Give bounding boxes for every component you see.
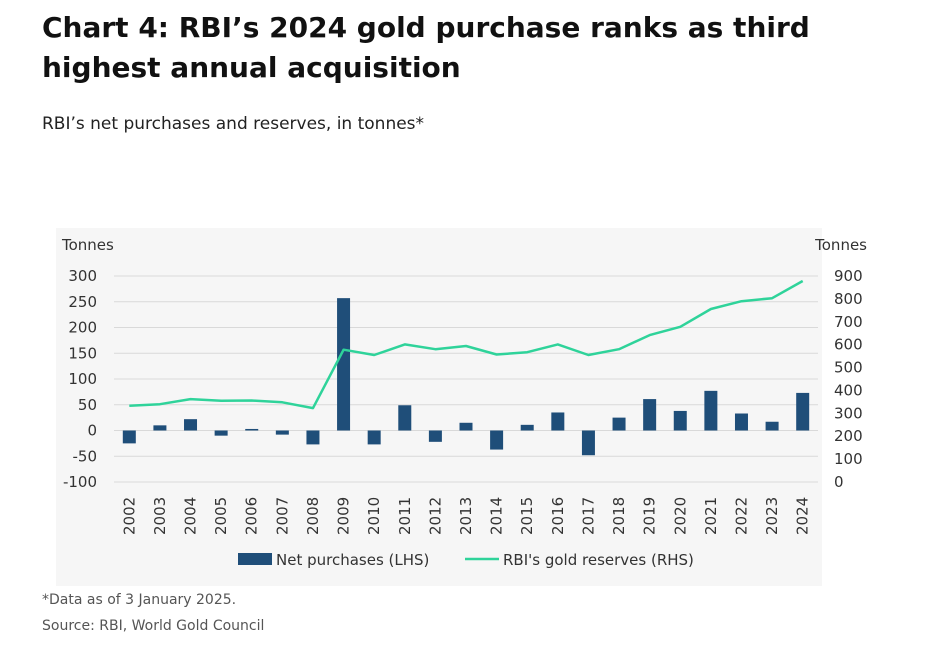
x-tick-label: 2018 <box>610 497 628 535</box>
bar-2004 <box>184 419 198 431</box>
source-note: Source: RBI, World Gold Council <box>42 618 265 634</box>
x-tick-label: 2021 <box>702 497 720 535</box>
bar-2009 <box>337 298 351 431</box>
bar-2010 <box>367 430 381 445</box>
reserves-line <box>129 279 804 410</box>
y-left-tick-label: 0 <box>87 422 97 440</box>
bar-2021 <box>704 390 718 431</box>
y-right-tick-label: 900 <box>834 267 863 285</box>
y-left-tick-label: 150 <box>68 344 97 362</box>
x-tick-label: 2011 <box>396 497 414 535</box>
bar-2006 <box>245 428 259 431</box>
bar-2024 <box>796 392 810 431</box>
bar-2003 <box>153 425 167 431</box>
y-left-tick-label: 200 <box>68 319 97 337</box>
bar-2002 <box>122 430 136 444</box>
y-left-tick-label: 50 <box>78 396 97 414</box>
y-right-tick-label: 800 <box>834 290 863 308</box>
y-left-tick-label: -50 <box>73 447 98 465</box>
legend-bar-swatch <box>238 553 272 565</box>
x-tick-label: 2013 <box>457 497 475 535</box>
bar-2023 <box>765 421 779 431</box>
y-right-tick-label: 200 <box>834 427 863 445</box>
x-tick-label: 2017 <box>579 497 597 535</box>
y-right-tick-label: 500 <box>834 359 863 377</box>
x-tick-label: 2003 <box>151 497 169 535</box>
bar-2011 <box>398 405 412 431</box>
legend-line-label: RBI's gold reserves (RHS) <box>503 551 694 569</box>
y-right-tick-label: 300 <box>834 404 863 422</box>
bar-2020 <box>673 410 687 431</box>
chart-panel <box>56 228 822 586</box>
chart-title: Chart 4: RBI’s 2024 gold purchase ranks … <box>42 11 810 84</box>
x-tick-label: 2007 <box>273 497 291 535</box>
combo-chart: Tonnes Tonnes 300250200150100500-50-100 … <box>61 236 867 569</box>
bar-2016 <box>551 412 565 431</box>
x-tick-label: 2005 <box>212 497 230 535</box>
x-tick-label: 2009 <box>335 497 353 535</box>
x-tick-label: 2022 <box>732 497 750 535</box>
bar-2005 <box>214 430 228 436</box>
x-tick-label: 2020 <box>671 497 689 535</box>
y-left-tick-label: 300 <box>68 267 97 285</box>
x-tick-label: 2002 <box>120 497 138 535</box>
x-tick-label: 2006 <box>243 497 261 535</box>
x-tick-label: 2008 <box>304 497 322 535</box>
y-axis-left-label: Tonnes <box>61 236 114 254</box>
y-right-tick-label: 0 <box>834 473 844 491</box>
y-right-tick-label: 100 <box>834 450 863 468</box>
x-tick-label: 2010 <box>365 497 383 535</box>
bar-2015 <box>520 424 534 431</box>
y-axis-right-label: Tonnes <box>814 236 867 254</box>
y-axis-left-ticks: 300 250 200 150 100 50 0 -50 -100 <box>63 267 97 491</box>
bar-2013 <box>459 422 473 431</box>
footnote: *Data as of 3 January 2025. <box>42 592 237 608</box>
y-right-tick-label: 700 <box>834 313 863 331</box>
chart-subtitle: RBI’s net purchases and reserves, in ton… <box>42 114 425 134</box>
y-right-tick-label: 600 <box>834 336 863 354</box>
bar-2014 <box>490 430 504 450</box>
x-tick-label: 2004 <box>182 497 200 535</box>
x-tick-label: 2019 <box>641 497 659 535</box>
y-right-tick-label: 400 <box>834 381 863 399</box>
net-purchases-bars <box>122 298 810 456</box>
y-left-tick-label: 250 <box>68 293 97 311</box>
bar-2012 <box>428 430 442 442</box>
y-axis-right-ticks: 900 800 700 600 500 400 300 200 100 0 <box>834 267 863 491</box>
bar-2018 <box>612 417 626 431</box>
y-left-tick-label: 100 <box>68 370 97 388</box>
x-tick-label: 2016 <box>549 497 567 535</box>
x-tick-label: 2012 <box>426 497 444 535</box>
x-tick-label: 2024 <box>794 497 812 535</box>
gridlines <box>114 275 818 483</box>
bar-2008 <box>306 430 320 445</box>
bar-2017 <box>581 430 595 456</box>
legend-bar-label: Net purchases (LHS) <box>276 551 429 569</box>
x-tick-label: 2014 <box>488 497 506 535</box>
legend: Net purchases (LHS) RBI's gold reserves … <box>238 551 694 569</box>
bar-2019 <box>643 399 657 431</box>
reserves-polyline <box>129 279 804 410</box>
bar-2022 <box>734 413 748 431</box>
y-left-tick-label: -100 <box>63 473 97 491</box>
bar-2007 <box>275 430 289 435</box>
x-axis-ticks: 2002 2003 2004 2005 2006 2007 2008 2009 2010 2011… <box>120 497 811 535</box>
x-tick-label: 2015 <box>518 497 536 535</box>
x-tick-label: 2023 <box>763 497 781 535</box>
